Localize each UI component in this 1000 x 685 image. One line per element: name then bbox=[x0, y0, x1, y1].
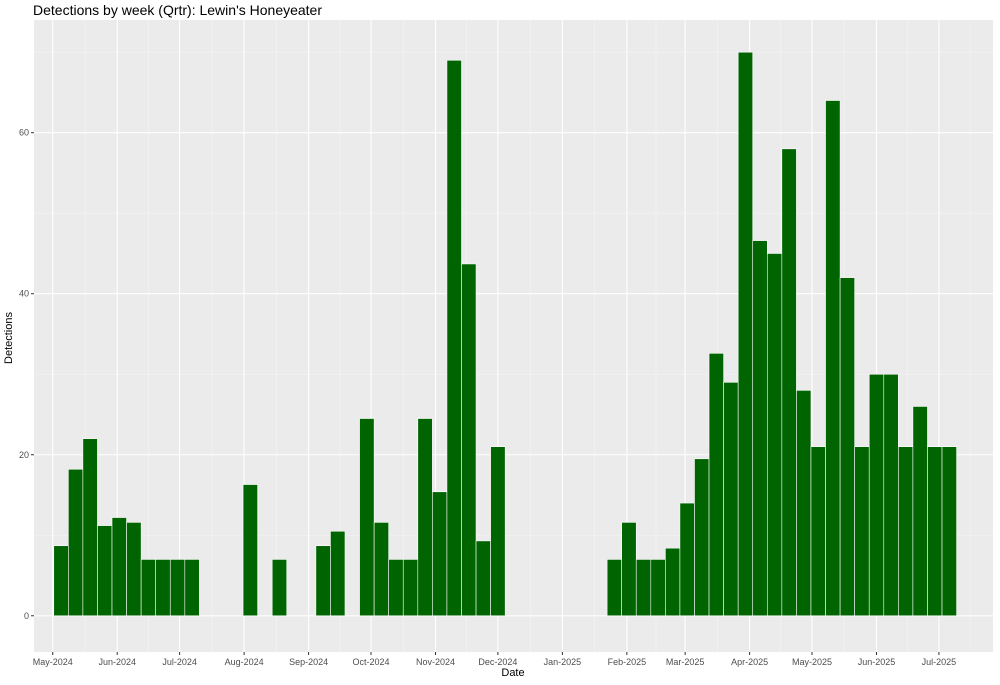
axis-ticks bbox=[31, 132, 940, 655]
x-tick-label: Feb-2025 bbox=[608, 657, 647, 667]
bar bbox=[723, 381, 739, 617]
y-tick-labels: 0 20 40 60 bbox=[19, 128, 29, 621]
bar bbox=[635, 559, 652, 617]
y-tick-label: 40 bbox=[19, 289, 29, 299]
x-tick-label: May-2025 bbox=[792, 657, 832, 667]
bar bbox=[694, 458, 710, 617]
bar bbox=[927, 446, 943, 617]
bar bbox=[839, 277, 855, 617]
bar bbox=[898, 446, 914, 617]
x-tick-label: Mar-2025 bbox=[666, 657, 705, 667]
bar bbox=[184, 559, 200, 617]
bar bbox=[868, 373, 885, 617]
bar bbox=[417, 418, 433, 617]
bar bbox=[68, 468, 84, 617]
bar bbox=[854, 446, 870, 617]
x-tick-label: May-2024 bbox=[33, 657, 73, 667]
bar bbox=[242, 484, 258, 617]
bar bbox=[781, 148, 797, 617]
bar bbox=[388, 559, 404, 617]
x-tick-label: Jun-2024 bbox=[98, 657, 136, 667]
bar bbox=[752, 240, 768, 617]
x-tick-label: Jul-2024 bbox=[162, 657, 197, 667]
bar bbox=[941, 446, 957, 617]
bar bbox=[169, 559, 186, 617]
x-tick-label: Jun-2025 bbox=[858, 657, 896, 667]
bar bbox=[111, 517, 127, 617]
x-tick-label: Dec-2024 bbox=[478, 657, 517, 667]
bar bbox=[402, 559, 419, 617]
bar bbox=[446, 59, 462, 617]
x-tick-label: Apr-2025 bbox=[731, 657, 768, 667]
bar bbox=[155, 559, 171, 617]
bars bbox=[53, 51, 957, 617]
bar bbox=[475, 540, 491, 617]
x-tick-label: Sep-2024 bbox=[289, 657, 328, 667]
x-tick-label: Aug-2024 bbox=[225, 657, 264, 667]
bar bbox=[53, 545, 69, 617]
bar bbox=[126, 522, 142, 617]
bar bbox=[621, 522, 637, 617]
chart-title: Detections by week (Qrtr): Lewin's Honey… bbox=[33, 2, 323, 18]
bar bbox=[708, 353, 724, 617]
x-tick-label: Oct-2024 bbox=[352, 657, 389, 667]
x-tick-label: Jul-2025 bbox=[922, 657, 957, 667]
bar bbox=[432, 491, 448, 617]
bar bbox=[737, 51, 754, 617]
bar bbox=[315, 545, 331, 617]
bar bbox=[679, 502, 695, 617]
y-tick-label: 60 bbox=[19, 128, 29, 138]
x-tick-labels: May-2024 Jun-2024 Jul-2024 Aug-2024 Sep-2024… bbox=[33, 657, 956, 667]
y-tick-label: 20 bbox=[19, 450, 29, 460]
bar bbox=[883, 373, 899, 617]
bar bbox=[461, 263, 477, 617]
bar bbox=[766, 253, 783, 617]
x-tick-label: Jan-2025 bbox=[544, 657, 582, 667]
bar bbox=[330, 530, 346, 617]
bar bbox=[650, 559, 666, 617]
bar bbox=[490, 446, 506, 617]
bar bbox=[373, 522, 389, 617]
bar bbox=[271, 559, 288, 617]
bar bbox=[825, 100, 841, 617]
bar bbox=[665, 547, 681, 617]
bar bbox=[359, 418, 375, 617]
bar bbox=[810, 446, 826, 617]
bar bbox=[912, 406, 928, 617]
bar bbox=[606, 559, 622, 617]
bar bbox=[140, 559, 156, 617]
bar bbox=[97, 525, 113, 617]
x-tick-label: Nov-2024 bbox=[416, 657, 455, 667]
bar bbox=[82, 438, 98, 617]
y-tick-label: 0 bbox=[24, 611, 29, 621]
x-axis-label: Date bbox=[501, 667, 525, 679]
bar bbox=[796, 390, 812, 617]
